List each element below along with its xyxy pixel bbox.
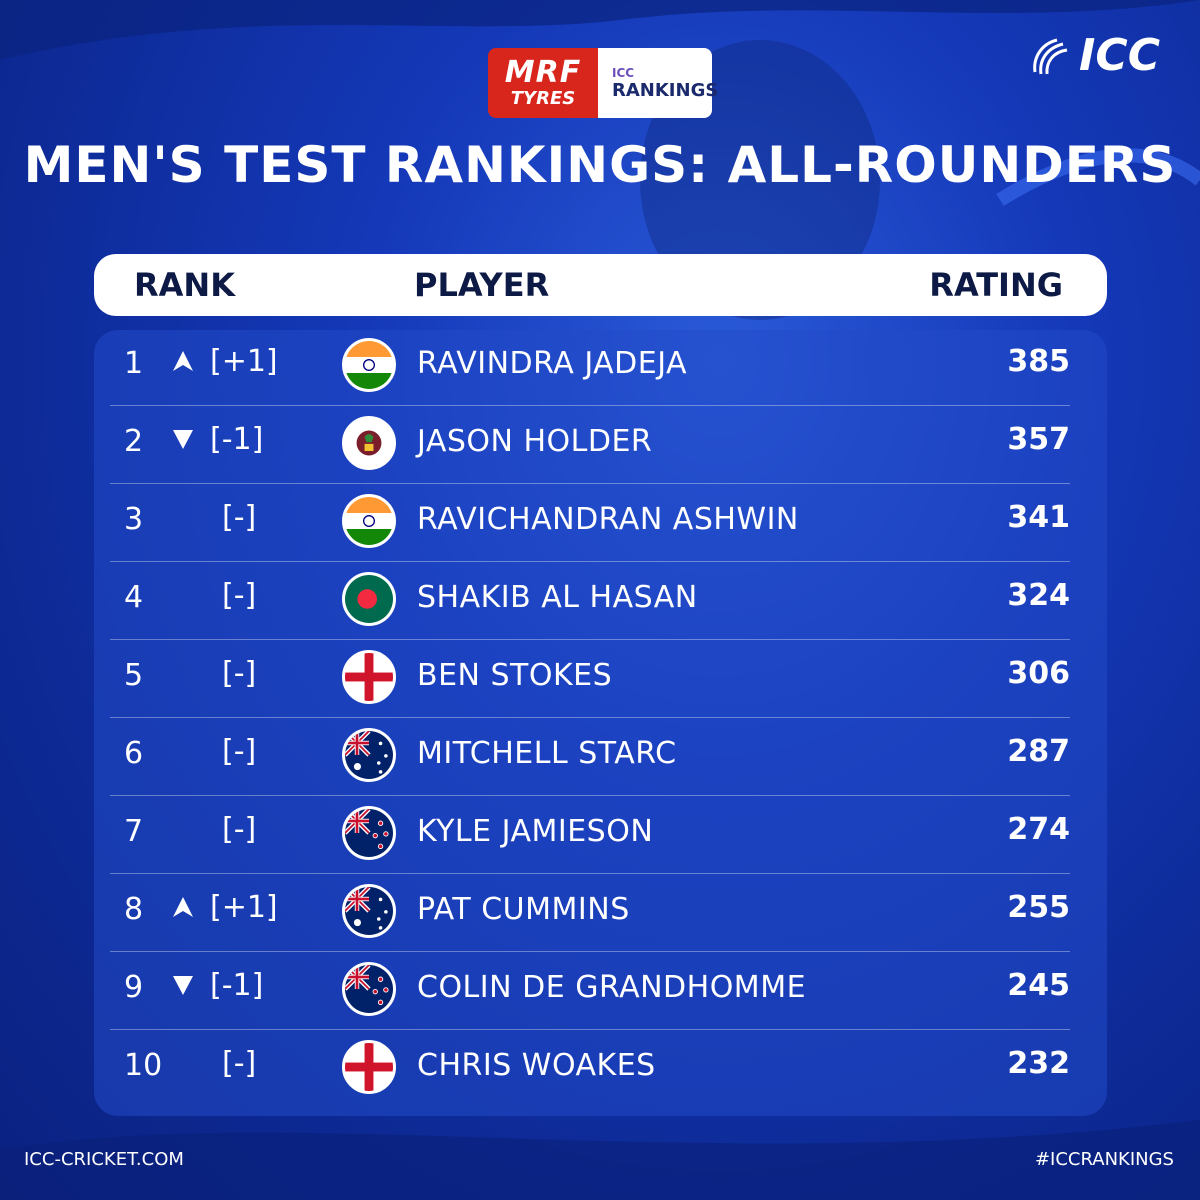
rank-change: [-] (222, 1046, 257, 1081)
west-indies-flag-icon (342, 416, 396, 470)
bangladesh-flag-icon (342, 572, 396, 626)
player-name: JASON HOLDER (417, 424, 653, 459)
rank-number: 6 (124, 736, 144, 771)
table-header: RANK PLAYER RATING (94, 254, 1107, 316)
rank-number: 2 (124, 424, 144, 459)
player-name: PAT CUMMINS (417, 892, 630, 927)
australia-flag-icon (342, 728, 396, 782)
player-name: BEN STOKES (417, 658, 613, 693)
rank-change: [-] (222, 734, 257, 769)
rankings-text: RANKINGS (612, 79, 719, 101)
england-flag-icon (342, 650, 396, 704)
sponsor-logo: MRF TYRES ICC RANKINGS (488, 48, 719, 118)
ranking-row: 9 [-1] COLIN DE GRANDHOMME 245 (110, 952, 1070, 1030)
row-divider (110, 1029, 1070, 1030)
rank-number: 10 (124, 1048, 163, 1083)
arrow-down-icon (172, 428, 194, 450)
rank-number: 8 (124, 892, 144, 927)
rank-change: [+1] (210, 344, 278, 379)
player-rating: 306 (1007, 656, 1070, 691)
row-divider (110, 951, 1070, 952)
rank-number: 7 (124, 814, 144, 849)
header-rank: RANK (134, 266, 235, 304)
ranking-row: 2 [-1] JASON HOLDER 357 (110, 406, 1070, 484)
india-flag-icon (342, 494, 396, 548)
rank-number: 5 (124, 658, 144, 693)
arrow-up-icon (172, 896, 194, 918)
ranking-row: 3 [-] RAVICHANDRAN ASHWIN 341 (110, 484, 1070, 562)
player-name: CHRIS WOAKES (417, 1048, 656, 1083)
mrf-text: MRF (504, 55, 582, 90)
icc-swoosh-icon (1033, 38, 1068, 74)
rank-number: 3 (124, 502, 144, 537)
icc-text: ICC (1079, 30, 1160, 81)
ranking-row: 7 [-] KYLE JAMIESON 274 (110, 796, 1070, 874)
icc-small-text: ICC (612, 65, 635, 80)
rank-change: [-] (222, 578, 257, 613)
ranking-row: 8 [+1] PAT CUMMINS 255 (110, 874, 1070, 952)
player-name: MITCHELL STARC (417, 736, 677, 771)
arrow-up-icon (172, 350, 194, 372)
rank-number: 4 (124, 580, 144, 615)
tyres-text: TYRES (510, 88, 576, 109)
new-zealand-flag-icon (342, 962, 396, 1016)
icc-logo: ICC (1027, 30, 1160, 81)
rank-change: [-1] (210, 968, 264, 1003)
rank-change: [+1] (210, 890, 278, 925)
footer-website[interactable]: ICC-CRICKET.COM (24, 1149, 184, 1170)
player-rating: 274 (1007, 812, 1070, 847)
player-rating: 385 (1007, 344, 1070, 379)
player-name: SHAKIB AL HASAN (417, 580, 698, 615)
ranking-row: 6 [-] MITCHELL STARC 287 (110, 718, 1070, 796)
rank-number: 9 (124, 970, 144, 1005)
row-divider (110, 561, 1070, 562)
rank-change: [-] (222, 656, 257, 691)
footer-hashtag: #ICCRANKINGS (1034, 1149, 1174, 1170)
rankings-panel (94, 330, 1107, 1116)
row-divider (110, 873, 1070, 874)
new-zealand-flag-icon (342, 806, 396, 860)
player-name: KYLE JAMIESON (417, 814, 654, 849)
player-rating: 287 (1007, 734, 1070, 769)
rank-change: [-] (222, 812, 257, 847)
player-rating: 341 (1007, 500, 1070, 535)
rank-change: [-1] (210, 422, 264, 457)
arrow-down-icon (172, 974, 194, 996)
india-flag-icon (342, 338, 396, 392)
player-rating: 357 (1007, 422, 1070, 457)
player-rating: 324 (1007, 578, 1070, 613)
ranking-row: 10 [-] CHRIS WOAKES 232 (110, 1030, 1070, 1108)
australia-flag-icon (342, 884, 396, 938)
ranking-row: 4 [-] SHAKIB AL HASAN 324 (110, 562, 1070, 640)
header-rating: RATING (929, 266, 1063, 304)
row-divider (110, 405, 1070, 406)
page-title: MEN'S TEST RANKINGS: ALL-ROUNDERS (23, 136, 1177, 194)
ranking-row: 1 [+1] RAVINDRA JADEJA 385 (110, 328, 1070, 406)
rank-change: [-] (222, 500, 257, 535)
player-rating: 245 (1007, 968, 1070, 1003)
row-divider (110, 639, 1070, 640)
ranking-row: 5 [-] BEN STOKES 306 (110, 640, 1070, 718)
rank-number: 1 (124, 346, 144, 381)
england-flag-icon (342, 1040, 396, 1094)
mrf-tyres-logo: MRF TYRES (488, 48, 598, 118)
player-rating: 255 (1007, 890, 1070, 925)
row-divider (110, 795, 1070, 796)
player-name: COLIN DE GRANDHOMME (417, 970, 807, 1005)
icc-rankings-logo: ICC RANKINGS (598, 48, 719, 118)
player-name: RAVINDRA JADEJA (417, 346, 688, 381)
player-name: RAVICHANDRAN ASHWIN (417, 502, 799, 537)
row-divider (110, 717, 1070, 718)
header-player: PLAYER (414, 266, 550, 304)
row-divider (110, 483, 1070, 484)
player-rating: 232 (1007, 1046, 1070, 1081)
